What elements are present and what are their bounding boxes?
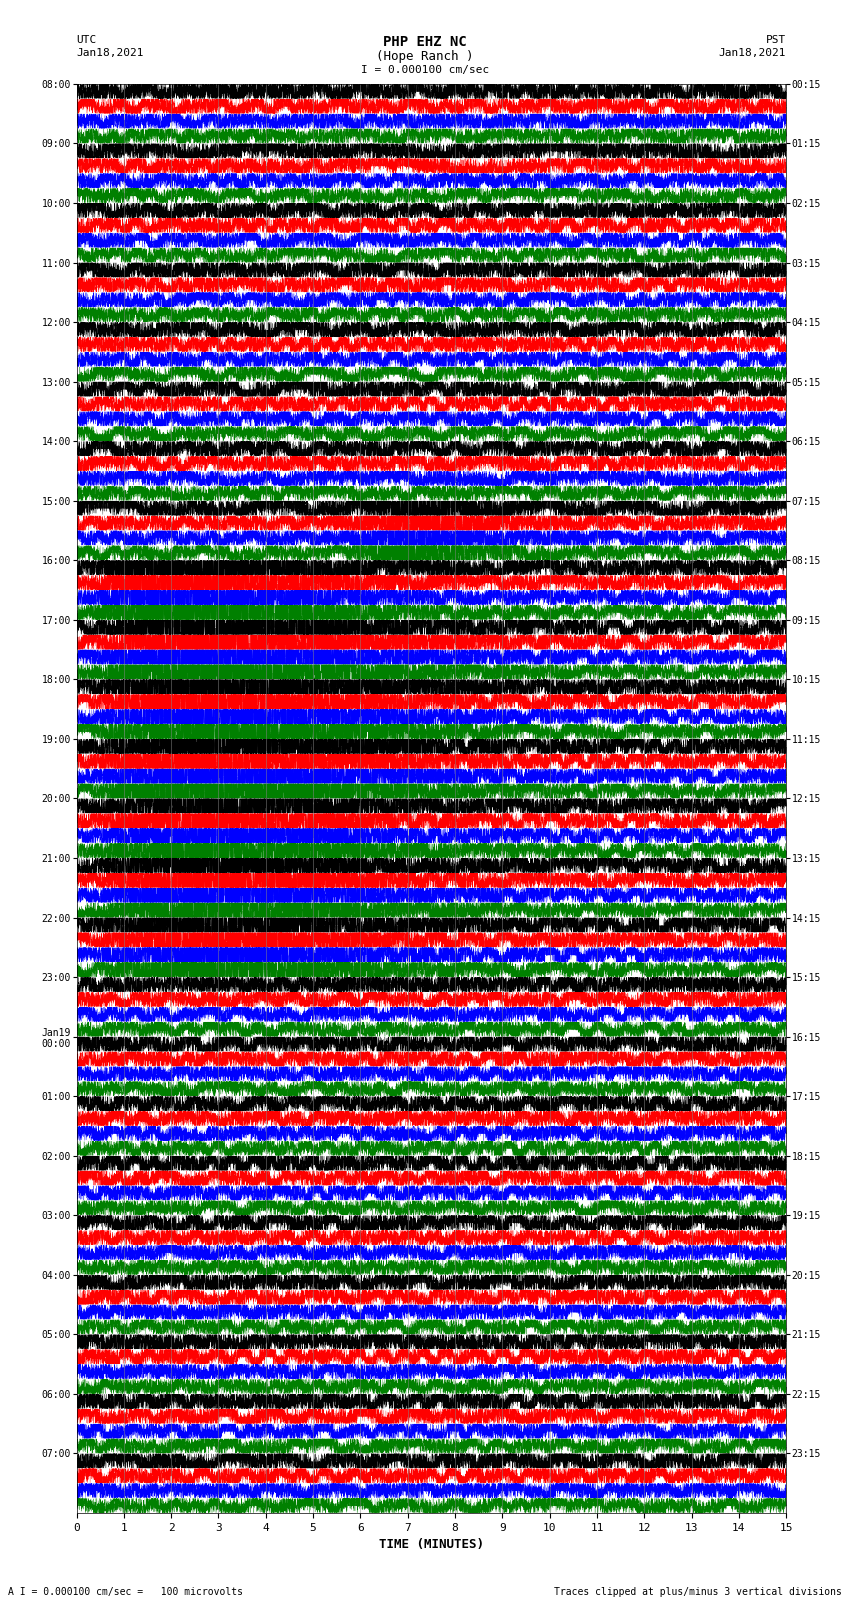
- Text: PHP EHZ NC: PHP EHZ NC: [383, 35, 467, 50]
- Text: I = 0.000100 cm/sec: I = 0.000100 cm/sec: [361, 65, 489, 74]
- Text: UTC: UTC: [76, 35, 97, 45]
- Text: PST: PST: [766, 35, 786, 45]
- Text: (Hope Ranch ): (Hope Ranch ): [377, 50, 473, 63]
- Text: A I = 0.000100 cm/sec =   100 microvolts: A I = 0.000100 cm/sec = 100 microvolts: [8, 1587, 243, 1597]
- Text: Jan18,2021: Jan18,2021: [719, 48, 786, 58]
- Text: Traces clipped at plus/minus 3 vertical divisions: Traces clipped at plus/minus 3 vertical …: [553, 1587, 842, 1597]
- Text: Jan18,2021: Jan18,2021: [76, 48, 144, 58]
- X-axis label: TIME (MINUTES): TIME (MINUTES): [379, 1539, 484, 1552]
